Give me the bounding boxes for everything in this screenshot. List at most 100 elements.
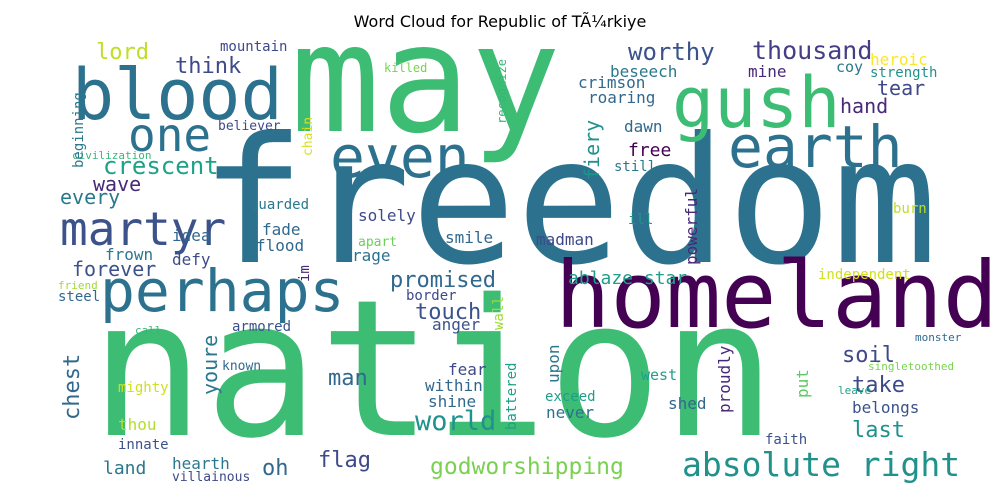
cloud-word: one bbox=[128, 108, 212, 162]
cloud-word: world bbox=[415, 406, 497, 437]
cloud-word: ill bbox=[628, 212, 654, 228]
cloud-word: man bbox=[328, 366, 368, 391]
cloud-word: proudly bbox=[715, 345, 734, 413]
cloud-word: armored bbox=[232, 319, 292, 335]
cloud-word: rage bbox=[352, 246, 391, 265]
cloud-word: martyr bbox=[60, 202, 227, 256]
cloud-word: im bbox=[297, 265, 313, 282]
cloud-word: hand bbox=[840, 94, 889, 118]
cloud-word: burn bbox=[893, 201, 927, 217]
cloud-word: west bbox=[641, 366, 678, 384]
cloud-word: gush bbox=[672, 62, 841, 144]
cloud-word: fiery bbox=[580, 119, 604, 180]
cloud-word: killed bbox=[384, 61, 428, 75]
cloud-word: chest bbox=[60, 353, 85, 420]
cloud-word: innate bbox=[118, 437, 169, 453]
cloud-word: monster bbox=[915, 331, 962, 344]
cloud-word: wave bbox=[93, 172, 142, 196]
cloud-word: beseech bbox=[610, 62, 678, 81]
cloud-word: within bbox=[425, 376, 483, 395]
cloud-word: lord bbox=[96, 40, 149, 65]
cloud-word: free bbox=[628, 140, 672, 161]
cloud-word: chain bbox=[301, 116, 316, 156]
cloud-word: ablaze star bbox=[568, 268, 688, 289]
cloud-word: idea bbox=[172, 226, 211, 245]
cloud-word: battered bbox=[504, 362, 520, 430]
cloud-word: put bbox=[793, 369, 812, 398]
cloud-word: crimson bbox=[578, 73, 646, 92]
cloud-word: blood bbox=[72, 54, 283, 136]
cloud-word: independent bbox=[818, 267, 911, 283]
cloud-word: nation bbox=[90, 259, 777, 480]
cloud-word: perhaps bbox=[100, 257, 345, 325]
cloud-word: upon bbox=[544, 344, 563, 383]
cloud-word: youre bbox=[198, 334, 222, 395]
cloud-word: thou bbox=[118, 415, 157, 434]
cloud-word: believer bbox=[218, 119, 281, 134]
cloud-word: dawn bbox=[624, 117, 663, 136]
cloud-word: exceed bbox=[545, 389, 596, 405]
cloud-word: mountain bbox=[220, 39, 288, 55]
cloud-word: apart bbox=[358, 235, 398, 250]
cloud-word: madman bbox=[536, 230, 594, 249]
cloud-word: beginning bbox=[71, 92, 87, 168]
cloud-word: land bbox=[103, 458, 147, 479]
cloud-word: leave bbox=[838, 384, 872, 397]
cloud-word: thousand bbox=[752, 36, 873, 65]
cloud-word: recognize bbox=[495, 58, 509, 124]
cloud-word: touch bbox=[415, 300, 482, 325]
cloud-word: soil bbox=[842, 343, 895, 368]
cloud-word: belongs bbox=[852, 398, 920, 417]
cloud-word: border bbox=[406, 288, 457, 304]
cloud-word: call bbox=[135, 324, 162, 337]
cloud-word: oh bbox=[262, 456, 289, 481]
cloud-word: mighty bbox=[118, 380, 169, 396]
cloud-word: crescent bbox=[103, 152, 219, 180]
cloud-word: powerful bbox=[682, 187, 701, 265]
cloud-word: even bbox=[330, 123, 470, 191]
cloud-word: solely bbox=[358, 206, 416, 225]
cloud-word: flood bbox=[256, 236, 305, 255]
cloud-word: last bbox=[852, 418, 905, 443]
cloud-word: take bbox=[852, 373, 905, 398]
cloud-word: every bbox=[60, 185, 121, 209]
cloud-word: think bbox=[175, 54, 242, 79]
cloud-word: smile bbox=[445, 228, 494, 247]
cloud-word: anger bbox=[432, 315, 481, 334]
cloud-word: strength bbox=[870, 65, 938, 81]
cloud-word: coy bbox=[836, 58, 864, 76]
cloud-word: hearth bbox=[172, 454, 230, 473]
cloud-word: absolute right bbox=[682, 445, 961, 484]
cloud-word: shed bbox=[668, 394, 707, 413]
cloud-word: roaring bbox=[588, 88, 656, 107]
cloud-word: tear bbox=[877, 76, 926, 100]
cloud-word: promised bbox=[390, 268, 496, 293]
cloud-word: known bbox=[222, 359, 262, 374]
cloud-word: flag bbox=[318, 448, 371, 473]
cloud-word: steel bbox=[58, 289, 101, 305]
cloud-word: mine bbox=[748, 62, 787, 81]
chart-title: Word Cloud for Republic of TÃ¼rkiye bbox=[353, 12, 647, 31]
cloud-word: forever bbox=[72, 257, 157, 281]
cloud-word: guarded bbox=[250, 197, 310, 213]
cloud-word: never bbox=[546, 403, 595, 422]
cloud-word: fear bbox=[448, 360, 487, 379]
cloud-word: may bbox=[290, 0, 561, 167]
cloud-word: fade bbox=[262, 220, 301, 239]
cloud-word: godworshipping bbox=[430, 454, 624, 480]
cloud-word: frown bbox=[105, 245, 154, 264]
cloud-word: shine bbox=[428, 392, 477, 411]
cloud-word: still bbox=[614, 159, 657, 175]
cloud-word: friend bbox=[58, 279, 98, 292]
cloud-word: faith bbox=[765, 432, 808, 448]
cloud-word: villainous bbox=[172, 470, 251, 485]
cloud-word: freedom bbox=[200, 101, 938, 304]
cloud-word: civilization bbox=[72, 149, 152, 162]
cloud-word: earth bbox=[728, 113, 903, 181]
cloud-word: heroic bbox=[870, 50, 928, 69]
cloud-word: wall bbox=[491, 296, 507, 330]
cloud-word: worthy bbox=[628, 38, 715, 66]
cloud-word: singletoothed bbox=[868, 360, 955, 373]
cloud-word: homeland bbox=[555, 242, 999, 349]
